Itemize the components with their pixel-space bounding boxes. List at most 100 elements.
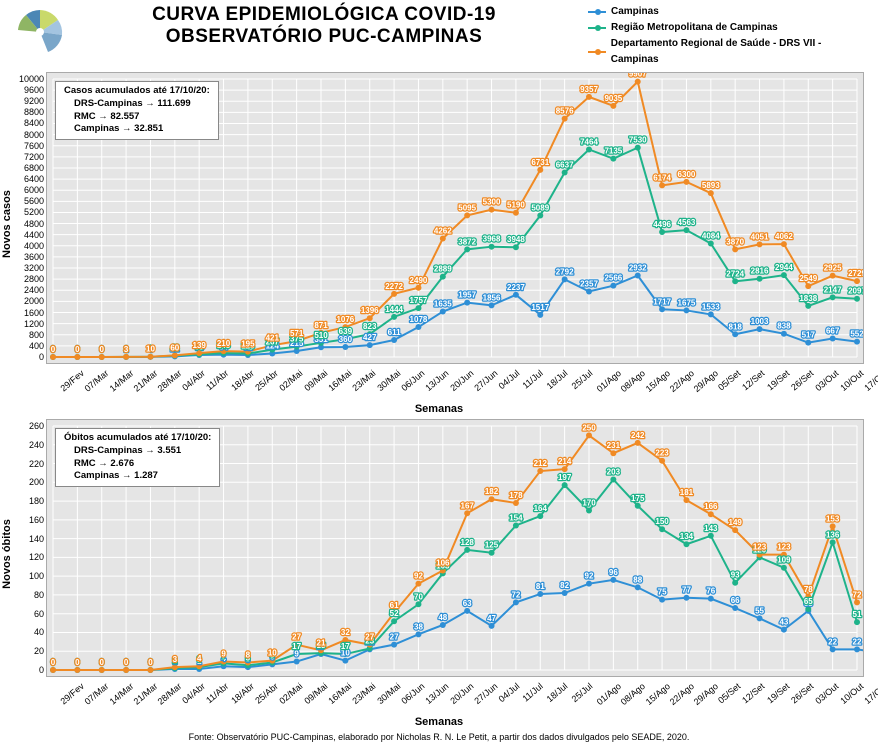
ytick-label: 9200: [24, 96, 44, 106]
svg-text:1757: 1757: [410, 296, 428, 305]
xtick-label: 19/Set: [765, 368, 791, 392]
svg-text:2566: 2566: [604, 274, 622, 283]
svg-text:4563: 4563: [678, 218, 696, 227]
xtick-label: 07/Mar: [83, 368, 111, 394]
svg-text:27: 27: [292, 633, 301, 642]
chart-deaths: Novos óbitos Óbitos acumulados até 17/10…: [46, 419, 864, 677]
ytick-label: 10000: [19, 74, 44, 84]
ytick-label: 260: [29, 421, 44, 431]
info-line: RMC → 82.557: [64, 111, 210, 124]
ytick-label: 5200: [24, 207, 44, 217]
title-line-1: CURVA EPIDEMIOLÓGICA COVID-19: [60, 4, 588, 26]
svg-text:7530: 7530: [629, 136, 647, 145]
figure-container: CURVA EPIDEMIOLÓGICA COVID-19 OBSERVATÓR…: [0, 0, 878, 726]
xtick-label: 26/Set: [789, 368, 815, 392]
xtick-label: 13/Jun: [424, 681, 451, 706]
svg-text:170: 170: [582, 498, 596, 507]
xtick-label: 02/Mai: [278, 681, 305, 706]
svg-text:4084: 4084: [702, 231, 720, 240]
svg-text:48: 48: [438, 613, 447, 622]
svg-text:8576: 8576: [556, 107, 574, 116]
ytick-label: 60: [34, 609, 44, 619]
legend-item: Departamento Regional de Saúde - DRS VII…: [588, 36, 868, 68]
svg-text:70: 70: [414, 592, 423, 601]
xtick-label: 03/Out: [814, 368, 841, 393]
svg-text:136: 136: [826, 530, 840, 539]
xtick-label: 18/Jul: [545, 681, 570, 704]
svg-text:1076: 1076: [336, 315, 354, 324]
svg-text:96: 96: [609, 568, 618, 577]
svg-text:2729: 2729: [848, 269, 863, 278]
svg-text:92: 92: [414, 572, 423, 581]
svg-text:2549: 2549: [799, 274, 817, 283]
xlabel-cases: Semanas: [0, 403, 878, 415]
svg-text:55: 55: [755, 606, 764, 615]
ytick-label: 800: [29, 330, 44, 340]
xtick-label: 27/Jun: [472, 681, 499, 706]
ytick-label: 20: [34, 646, 44, 656]
svg-text:150: 150: [655, 517, 669, 526]
info-box-deaths: Óbitos acumulados até 17/10/20: DRS-Camp…: [55, 428, 220, 487]
xtick-label: 05/Set: [716, 368, 742, 392]
xtick-label: 22/Ago: [668, 368, 696, 394]
header: CURVA EPIDEMIOLÓGICA COVID-19 OBSERVATÓR…: [0, 0, 878, 68]
info-line: Campinas → 32.851: [64, 123, 210, 136]
legend-item: Campinas: [588, 4, 868, 20]
svg-text:5190: 5190: [507, 201, 525, 210]
legend-label: Região Metropolitana de Campinas: [611, 20, 778, 36]
svg-text:81: 81: [536, 582, 545, 591]
ytick-label: 3200: [24, 263, 44, 273]
svg-text:0: 0: [75, 658, 80, 667]
ytick-label: 8000: [24, 130, 44, 140]
xtick-label: 20/Jun: [448, 368, 475, 393]
svg-text:2272: 2272: [385, 282, 403, 291]
xtick-label: 11/Abr: [204, 368, 230, 392]
main-title: CURVA EPIDEMIOLÓGICA COVID-19 OBSERVATÓR…: [60, 4, 588, 48]
ytick-label: 180: [29, 496, 44, 506]
info-line: Campinas → 1.287: [64, 470, 211, 483]
xtick-label: 15/Ago: [643, 368, 671, 394]
svg-text:76: 76: [706, 587, 715, 596]
ytick-label: 400: [29, 341, 44, 351]
xaxis-deaths: 29/Fev07/Mar14/Mar21/Mar28/Mar04/Abr11/A…: [46, 679, 864, 715]
ylabel-deaths: Novos óbitos: [1, 519, 13, 589]
svg-text:1396: 1396: [361, 306, 379, 315]
ytick-label: 5600: [24, 196, 44, 206]
chart-cases: Novos casos Casos acumulados até 17/10/2…: [46, 72, 864, 364]
svg-text:4051: 4051: [751, 232, 769, 241]
info-header: Casos acumulados até 17/10/20:: [64, 85, 210, 98]
xtick-label: 25/Abr: [253, 681, 280, 706]
svg-text:93: 93: [731, 571, 740, 580]
svg-text:17: 17: [292, 642, 301, 651]
svg-text:552: 552: [850, 330, 863, 339]
svg-text:3968: 3968: [483, 235, 501, 244]
svg-text:27: 27: [365, 633, 374, 642]
svg-text:2237: 2237: [507, 283, 525, 292]
svg-text:17: 17: [341, 642, 350, 651]
svg-text:510: 510: [314, 331, 328, 340]
ytick-label: 7600: [24, 141, 44, 151]
ytick-label: 4000: [24, 241, 44, 251]
svg-text:66: 66: [731, 596, 740, 605]
xtick-label: 06/Jun: [399, 368, 426, 393]
xtick-label: 07/Mar: [83, 681, 111, 707]
svg-text:5893: 5893: [702, 181, 720, 190]
svg-text:4062: 4062: [775, 232, 793, 241]
svg-text:6731: 6731: [531, 158, 549, 167]
svg-text:175: 175: [631, 494, 645, 503]
svg-text:3: 3: [124, 345, 129, 354]
title-line-2: OBSERVATÓRIO PUC-CAMPINAS: [60, 26, 588, 48]
xtick-label: 11/Abr: [204, 681, 230, 705]
legend: CampinasRegião Metropolitana de Campinas…: [588, 4, 868, 68]
xtick-label: 10/Out: [838, 681, 865, 706]
svg-text:181: 181: [680, 488, 694, 497]
xtick-label: 17/Out: [862, 368, 878, 393]
legend-swatch: [588, 51, 606, 53]
svg-text:2357: 2357: [580, 279, 598, 288]
xtick-label: 11/Jul: [520, 368, 544, 391]
svg-text:22: 22: [853, 637, 862, 646]
xtick-label: 03/Out: [814, 681, 841, 706]
ytick-label: 6400: [24, 174, 44, 184]
legend-swatch: [588, 27, 606, 29]
xlabel-deaths: Semanas: [0, 716, 878, 728]
